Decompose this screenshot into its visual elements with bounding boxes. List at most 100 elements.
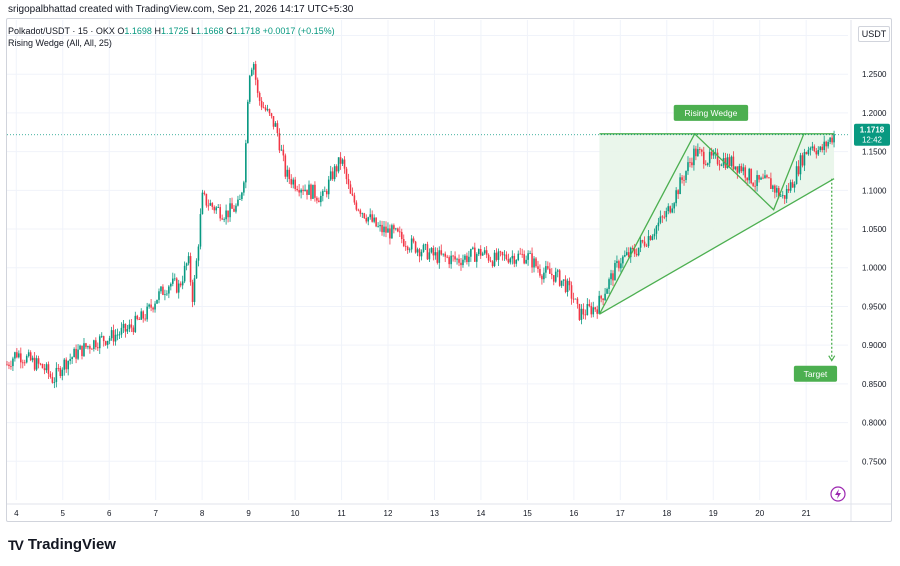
candle-body [104,341,107,345]
candle-body [586,304,589,316]
close-value: 1.1718 [232,26,261,36]
candle-body [112,330,115,342]
candle-body [100,336,103,337]
currency-button[interactable]: USDT [858,26,890,42]
candle-body [734,166,737,170]
candle-body [616,261,618,263]
candle-body [783,195,786,199]
candle-body [556,270,559,272]
candle-body [639,240,642,248]
candle-body [647,236,650,247]
candle-body [720,165,723,167]
candle-body [414,241,417,253]
candle-body [803,152,806,166]
candle-body [12,358,14,367]
candle-body [483,250,486,254]
candle-body [310,184,312,199]
candle-body [608,279,610,289]
candle-body [83,343,85,357]
candle-body [681,177,683,180]
change-value: +0.0017 (+0.15%) [262,26,335,36]
candle-body [693,148,695,166]
ohlc-legend: Polkadot/USDT · 15 · OKX O1.1698 H1.1725… [8,26,335,36]
candle-body [341,159,344,164]
candle-body [588,304,591,306]
candle-body [312,184,314,199]
candle-body [545,266,547,273]
candle-body [33,357,36,370]
candle-body [708,151,711,164]
candle-body [669,206,672,213]
candle-body [290,179,293,185]
candle-body [509,258,512,263]
candle-body [539,269,541,276]
candle-body [493,252,496,267]
candle-body [181,281,184,286]
candle-body [578,303,581,320]
candle-body [418,249,421,257]
candle-body [140,311,143,320]
x-tick-label: 6 [107,509,112,518]
candle-body [20,353,22,363]
candle-body [787,188,790,191]
candle-body [146,306,148,320]
candle-body [152,307,154,310]
candle-body [402,239,405,247]
candle-body [116,334,119,336]
candle-body [626,252,628,256]
candle-body [130,324,133,328]
candle-body [706,163,709,165]
candle-body [150,304,152,308]
candle-body [343,159,346,169]
candle-body [552,275,555,282]
candle-body [35,358,38,370]
candle-body [57,367,60,369]
candle-body [760,177,762,180]
candle-body [233,208,235,212]
candle-body [345,168,348,180]
candle-body [651,236,654,240]
candle-body [327,179,330,195]
x-tick-label: 13 [430,509,439,518]
candle-body [811,146,814,149]
candle-body [203,192,206,194]
candle-body [245,143,247,183]
candle-body [373,217,375,222]
candle-body [685,171,687,180]
candle-body [657,222,660,227]
lightning-icon[interactable] [830,486,846,502]
candle-body [399,231,401,233]
candle-body [173,278,176,280]
candle-body [59,368,62,376]
candle-body [789,182,792,191]
candle-body [774,185,776,193]
candle-body [349,184,352,194]
candle-body [805,152,808,155]
candle-body [614,262,616,281]
candle-body [477,249,480,255]
candle-body [495,252,498,260]
candle-body [635,253,638,256]
candle-body [752,183,754,186]
candle-body [292,179,295,185]
legend-symbol[interactable]: Polkadot/USDT · 15 · OKX [8,26,115,36]
candle-body [359,210,362,214]
candle-body [732,156,735,170]
candle-body [168,286,170,294]
candle-body [65,359,68,370]
candle-body [758,175,760,180]
candle-body [466,255,468,263]
candle-body [695,148,697,157]
indicator-legend[interactable]: Rising Wedge (All, All, 25) [8,38,112,48]
candle-body [81,345,83,357]
target-arrow-icon [828,355,836,362]
candle-body [132,327,135,333]
candle-body [677,190,679,195]
candle-body [189,256,192,283]
candle-body [831,137,833,143]
candle-body [697,149,699,157]
candle-body [503,254,506,256]
candle-body [268,109,271,114]
candle-body [462,259,464,266]
